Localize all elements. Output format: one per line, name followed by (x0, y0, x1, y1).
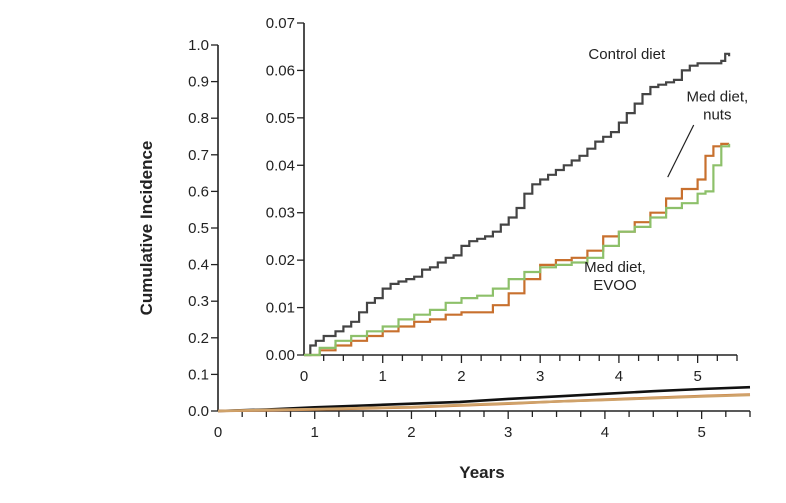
outer-x-tick-label: 4 (601, 424, 609, 441)
x-axis-title: Years (459, 463, 504, 482)
inset-x-tick-label: 4 (615, 368, 623, 385)
outer-y-tick-label: 0.0 (188, 403, 209, 420)
inset-x-tick-label: 3 (536, 368, 544, 385)
inset-y-tick-label: 0.01 (266, 300, 295, 317)
outer-series-line-1 (217, 385, 751, 413)
outer-y-tick-label: 0.1 (188, 366, 209, 383)
inset-series-line-3 (304, 143, 731, 357)
outer-y-tick-label: 0.8 (188, 110, 209, 127)
annotation-control-diet: Control diet (588, 46, 666, 63)
inset-y-tick-label: 0.04 (266, 157, 295, 174)
outer-y-tick-label: 0.7 (188, 147, 209, 164)
y-axis-title: Cumulative Incidence (137, 141, 156, 316)
outer-x-tick-label: 3 (504, 424, 512, 441)
outer-y-tick-label: 1.0 (188, 37, 209, 54)
inset-y-tick-label: 0.03 (266, 205, 295, 222)
inset-y-tick-label: 0.05 (266, 110, 295, 127)
outer-y-tick-label: 0.9 (188, 74, 209, 91)
outer-y-tick-label: 0.5 (188, 220, 209, 237)
annotation-med-diet-nuts: nuts (703, 106, 731, 123)
outer-x-tick-label: 2 (407, 424, 415, 441)
inset-y-tick-label: 0.07 (266, 15, 295, 32)
annotation-leader-line (667, 124, 695, 178)
outer-series-line-3 (217, 393, 751, 413)
outer-y-tick-label: 0.4 (188, 257, 209, 274)
outer-x-tick-label: 5 (697, 424, 705, 441)
inset-series-line-2 (304, 142, 730, 357)
inset-x-tick-label: 2 (457, 368, 465, 385)
inset-x-tick-label: 1 (379, 368, 387, 385)
outer-chart-panel: 0.0 0.1 0.2 0.3 0.4 0.5 0.6 0.7 0.8 0.9 1.0 0 1 2 3 4 5 (188, 37, 751, 441)
outer-x-tick-label: 0 (214, 424, 222, 441)
inset-y-tick-label: 0.06 (266, 62, 295, 79)
outer-y-tick-label: 0.2 (188, 330, 209, 347)
inset-y-tick-label: 0.00 (266, 347, 295, 364)
inset-series-line-1 (304, 52, 731, 357)
annotation-med-diet-evoo: EVOO (593, 277, 636, 294)
annotation-med-diet-nuts: Med diet, (686, 88, 748, 105)
inset-chart-panel: 0.00 0.01 0.02 0.03 0.04 0.05 0.06 0.07 0 1 2 3 4 5 Co… (266, 15, 748, 385)
inset-y-tick-label: 0.02 (266, 252, 295, 269)
outer-x-tick-label: 1 (311, 424, 319, 441)
outer-y-tick-label: 0.3 (188, 293, 209, 310)
inset-x-tick-label: 0 (300, 368, 308, 385)
outer-y-tick-label: 0.6 (188, 183, 209, 200)
inset-x-tick-label: 5 (693, 368, 701, 385)
annotation-med-diet-evoo: Med diet, (584, 259, 646, 276)
